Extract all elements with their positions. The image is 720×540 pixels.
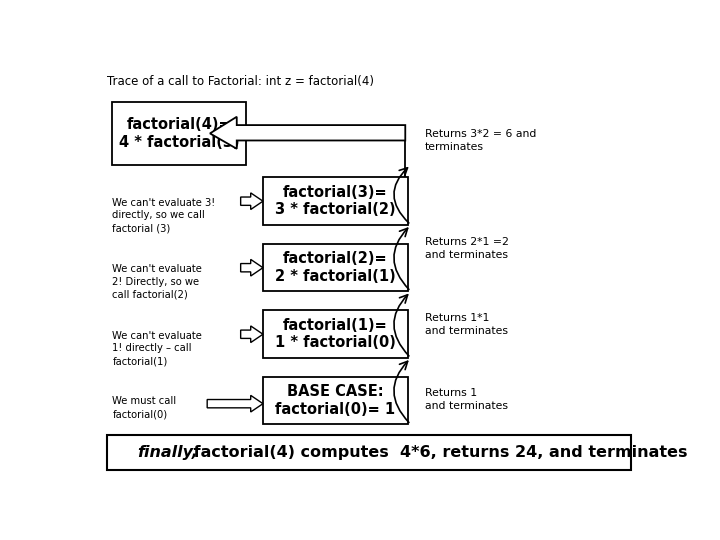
Text: Trace of a call to Factorial: int z = factorial(4): Trace of a call to Factorial: int z = fa…	[107, 75, 374, 88]
Text: factorial(0)= 1: factorial(0)= 1	[276, 402, 395, 417]
Text: factorial(3)=: factorial(3)=	[283, 185, 388, 200]
Text: Returns 2*1 =2
and terminates: Returns 2*1 =2 and terminates	[425, 237, 508, 260]
Text: factorial(1)=: factorial(1)=	[283, 318, 388, 333]
Text: 2 * factorial(1): 2 * factorial(1)	[275, 268, 396, 284]
FancyBboxPatch shape	[263, 310, 408, 358]
Text: We can't evaluate
1! directly – call
factorial(1): We can't evaluate 1! directly – call fac…	[112, 330, 202, 366]
Polygon shape	[240, 193, 263, 210]
Polygon shape	[210, 117, 405, 149]
FancyBboxPatch shape	[263, 177, 408, 225]
Text: Returns 1
and terminates: Returns 1 and terminates	[425, 388, 508, 411]
Text: Returns 1*1
and terminates: Returns 1*1 and terminates	[425, 313, 508, 336]
Text: finally,: finally,	[138, 445, 198, 460]
Text: 3 * factorial(2): 3 * factorial(2)	[275, 202, 396, 217]
Polygon shape	[207, 395, 263, 412]
Text: Returns 3*2 = 6 and
terminates: Returns 3*2 = 6 and terminates	[425, 129, 536, 152]
Text: 1 * factorial(0): 1 * factorial(0)	[275, 335, 396, 350]
Text: We must call
factorial(0): We must call factorial(0)	[112, 396, 176, 419]
FancyBboxPatch shape	[263, 377, 408, 424]
FancyBboxPatch shape	[112, 102, 246, 165]
Text: BASE CASE:: BASE CASE:	[287, 384, 384, 400]
Polygon shape	[240, 326, 263, 342]
Text: We can't evaluate 3!
directly, so we call
factorial (3): We can't evaluate 3! directly, so we cal…	[112, 198, 215, 233]
Polygon shape	[240, 259, 263, 276]
FancyBboxPatch shape	[263, 244, 408, 292]
Text: factorial(4)=: factorial(4)=	[127, 117, 232, 132]
Text: We can't evaluate
2! Directly, so we
call factorial(2): We can't evaluate 2! Directly, so we cal…	[112, 264, 202, 300]
Text: 4 * factorial(3): 4 * factorial(3)	[119, 135, 240, 150]
Text: factorial(4) computes  4*6, returns 24, and terminates: factorial(4) computes 4*6, returns 24, a…	[188, 445, 687, 460]
FancyBboxPatch shape	[107, 435, 631, 470]
Text: factorial(2)=: factorial(2)=	[283, 252, 388, 266]
